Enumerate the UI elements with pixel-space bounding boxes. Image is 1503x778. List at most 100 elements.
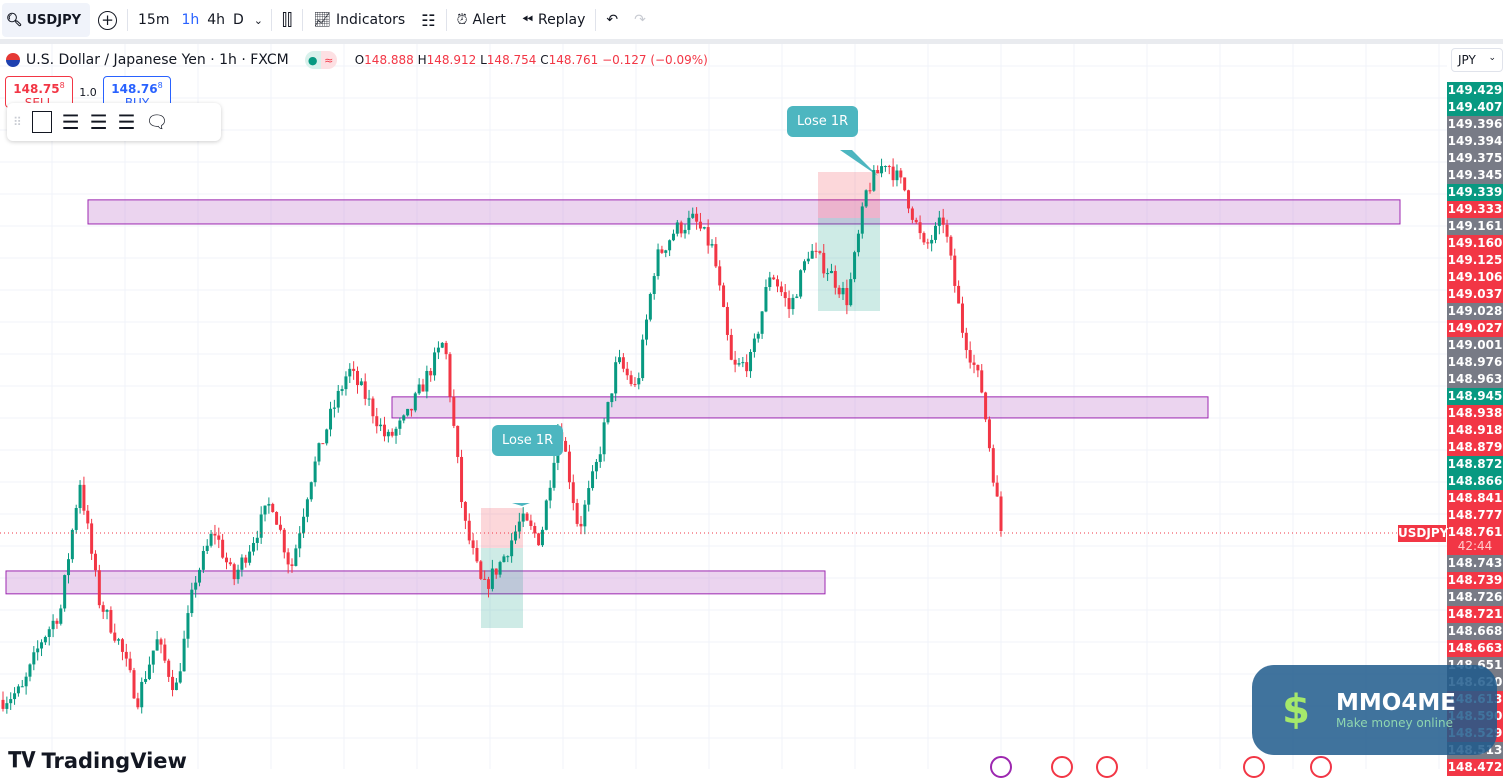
candle [498,562,502,575]
candle [513,531,517,541]
rectangle-tool-icon[interactable] [31,111,52,133]
candle [521,513,525,522]
fib-tool-icon[interactable]: ☰ [89,110,108,134]
candle [976,364,980,371]
candle [637,378,641,385]
chevron-down-icon[interactable]: ⌄ [253,13,264,27]
candle [907,190,911,209]
candle [105,610,109,612]
candle [163,644,167,661]
chart-type-button[interactable]: ⫿⫿ [274,3,300,37]
stop-loss-box [481,508,523,548]
price-label: 148.726 [1447,589,1503,606]
candle [479,561,483,579]
replay-button[interactable]: ⏪︎ Replay [521,12,586,28]
indicators-button[interactable]: 📈︎ Indicators [313,12,406,28]
price-label: 149.333 [1447,201,1503,218]
take-profit-box [818,218,880,311]
comment-tool-icon[interactable]: 🗨︎ [145,111,169,133]
candle [483,578,487,580]
candle [548,487,552,501]
candle [228,562,232,565]
annotation-callout[interactable]: Lose 1R [492,425,564,456]
candle [36,648,40,653]
candle [171,676,175,691]
layouts-button[interactable]: ☷ [413,3,443,37]
candle [55,620,59,624]
tradingview-logo[interactable]: 𝐓𝐕 TradingView [8,748,187,773]
candle [795,296,799,298]
watermark: $ MMO4ME Make money online [1252,665,1497,755]
compare-button[interactable]: + [90,3,125,37]
buy-button[interactable]: 148.768BUY [103,76,171,110]
undo-button[interactable]: ↶ [598,3,626,37]
candle [760,311,764,334]
grid-icon: ☷ [421,10,436,30]
redo-button[interactable]: ↷ [626,3,654,37]
annotation-callout[interactable]: Lose 1R [787,106,859,137]
legend-title[interactable]: U.S. Dollar / Japanese Yen · 1h · FXCM [26,52,289,68]
candle [571,482,575,504]
currency-select[interactable]: JPY ⌄ [1451,48,1503,72]
candle [286,552,290,565]
price-label: 149.394 [1447,133,1503,150]
candle [806,258,810,262]
us-flag-event-icon[interactable] [1310,756,1332,778]
quantity-field[interactable]: 1.0 [79,86,97,99]
alert-button[interactable]: ⏰︎ Alert [456,12,506,28]
candle [490,568,494,589]
parallel-lines-tool-icon[interactable]: ☰ [61,110,80,134]
divider [302,9,304,31]
tab-interval-d[interactable]: D [233,12,244,28]
us-flag-event-icon[interactable] [1096,756,1118,778]
candle [837,287,841,295]
candle [598,454,602,462]
price-axis[interactable]: 149.429 149.407 149.396 149.394 149.375 149.3… [1447,44,1503,776]
candle [82,484,86,511]
candle [887,166,891,168]
candle [13,693,17,700]
tab-interval-15m[interactable]: 15m [138,12,170,28]
candle [255,537,259,543]
candle [960,303,964,333]
candle [78,484,82,509]
indicators-icon: 📈︎ [313,12,332,28]
candle [922,233,926,243]
candle [544,500,548,530]
market-status[interactable]: ● ≈ [304,51,337,69]
candle [802,261,806,271]
candle [402,415,406,421]
event-icon[interactable] [1051,756,1073,778]
price-label: 148.663 [1447,640,1503,657]
price-chart[interactable] [0,44,1503,769]
candle [995,482,999,497]
candle [664,250,668,253]
candle [644,319,648,340]
candle [421,384,425,392]
us-flag-event-icon[interactable] [1243,756,1265,778]
candle [540,529,544,546]
candle [510,540,514,557]
tab-interval-4h[interactable]: 4h [207,12,226,28]
candle [332,407,336,409]
candle [984,392,988,420]
candle [147,664,151,680]
candle [991,448,995,483]
candle [552,462,556,488]
fib-extension-tool-icon[interactable]: ☰ [117,110,136,134]
candle [933,225,937,240]
candle [718,266,722,286]
candle [668,240,672,251]
event-icon[interactable] [990,756,1012,778]
price-label: 149.407 [1447,99,1503,116]
candle [128,658,132,671]
candle [860,206,864,234]
symbol-search[interactable]: 🔍︎ USDJPY [2,3,90,37]
candle [240,557,244,570]
drag-handle-icon[interactable]: ⠿ [13,115,22,129]
callout-pointer [512,503,530,506]
candle [903,177,907,191]
candle [259,514,263,538]
candle [63,575,67,609]
tab-interval-1h[interactable]: 1h [181,12,200,28]
